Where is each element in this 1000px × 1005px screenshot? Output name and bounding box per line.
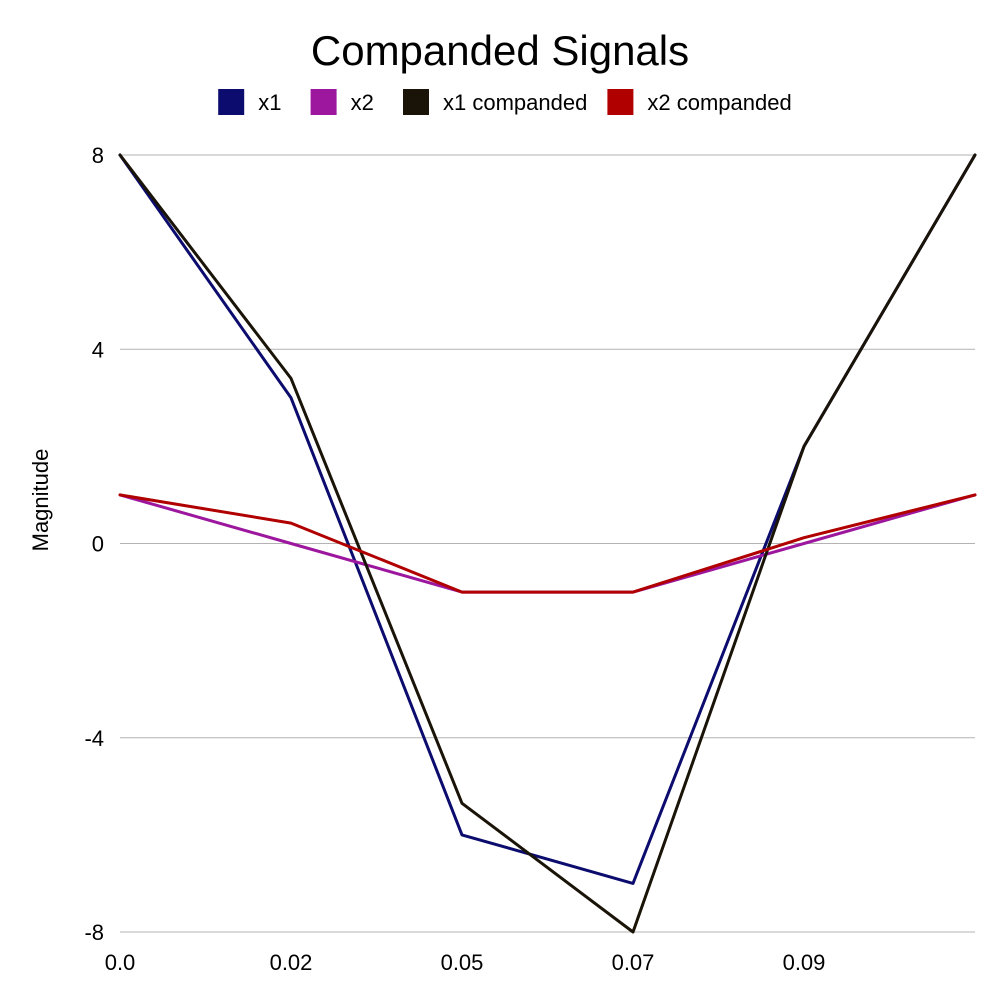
legend-swatch	[310, 89, 337, 115]
x-axis-tick-labels: 0.0 0.02 0.05 0.07 0.09	[105, 950, 826, 975]
legend-label: x1 companded	[443, 90, 587, 115]
y-tick-label: 4	[92, 337, 104, 362]
legend-swatch	[218, 89, 245, 115]
y-axis-label: Magnitude	[28, 449, 53, 552]
x-tick-label: 0.02	[270, 950, 313, 975]
chart-title: Companded Signals	[311, 27, 689, 74]
y-tick-label: 0	[92, 532, 104, 557]
gridlines	[120, 154, 975, 933]
x-tick-label: 0.0	[105, 950, 136, 975]
x-tick-label: 0.05	[441, 950, 484, 975]
legend-label: x1	[258, 90, 281, 115]
y-axis-tick-labels: -8 -4 0 4 8	[84, 143, 104, 945]
legend-item: x1 companded	[403, 89, 587, 115]
y-tick-label: 8	[92, 143, 104, 168]
legend-swatch	[403, 89, 429, 115]
legend-item: x2 companded	[607, 89, 792, 115]
y-tick-label: -4	[84, 726, 104, 751]
series-line-x1	[118, 153, 977, 885]
x-tick-label: 0.09	[783, 950, 826, 975]
legend-label: x2 companded	[647, 90, 791, 115]
y-tick-label: -8	[84, 920, 104, 945]
series-line-x2-companded	[118, 493, 977, 594]
x-tick-label: 0.07	[612, 950, 655, 975]
legend-item: x2	[310, 89, 374, 115]
legend-label: x2	[351, 90, 374, 115]
legend-swatch	[607, 89, 634, 115]
legend: x1 x2 x1 companded x2 companded	[218, 89, 792, 115]
series-line-x1-companded	[118, 153, 977, 934]
legend-item: x1	[218, 89, 281, 115]
series-lines	[118, 153, 977, 934]
